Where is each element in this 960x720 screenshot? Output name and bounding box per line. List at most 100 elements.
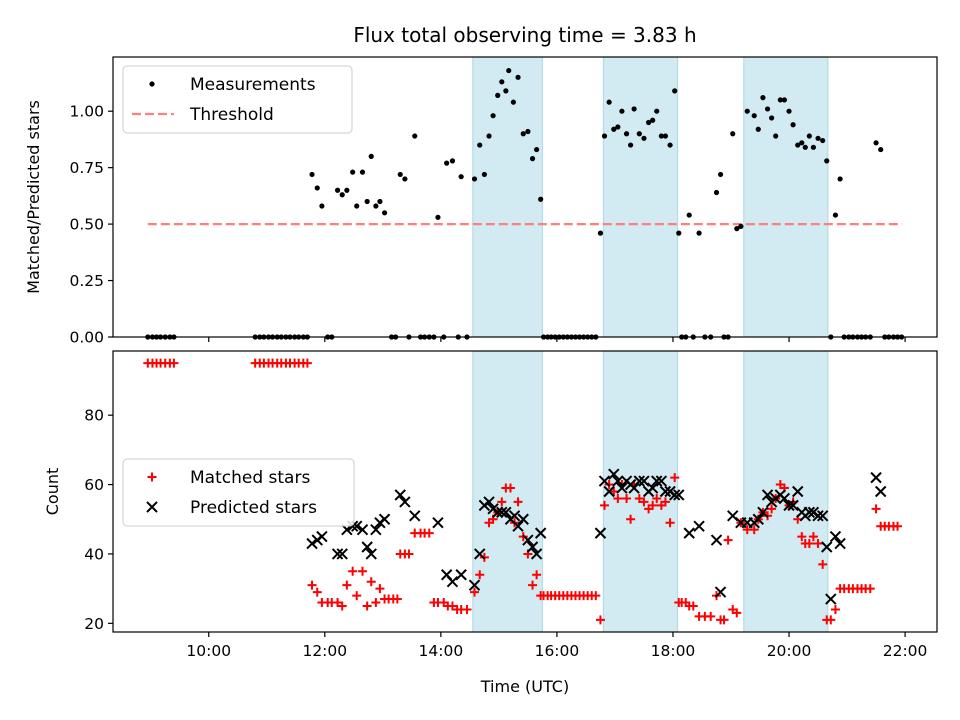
- data-point: [319, 203, 325, 209]
- data-point: [312, 587, 322, 597]
- data-point: [623, 131, 630, 137]
- data-point: [813, 539, 823, 549]
- data-point: [764, 106, 771, 112]
- data-point: [424, 528, 434, 538]
- data-point: [377, 198, 383, 205]
- y-tick-label: 0.75: [69, 159, 104, 177]
- data-point: [646, 119, 652, 126]
- data-point: [483, 496, 495, 508]
- data-point: [515, 74, 521, 80]
- axes-frame: [112, 56, 938, 338]
- y-tick-label: 0.00: [69, 329, 104, 347]
- data-point: [815, 135, 821, 141]
- data-point: [871, 504, 881, 514]
- series-matched-stars: [143, 358, 903, 625]
- data-point: [875, 485, 887, 498]
- data-point: [710, 534, 723, 546]
- x-tick-label: 20:00: [767, 642, 812, 660]
- data-point: [538, 196, 544, 202]
- data-point: [650, 117, 656, 123]
- data-point: [528, 580, 538, 590]
- legend-box: [122, 458, 355, 527]
- data-point: [714, 586, 727, 598]
- data-point: [808, 532, 818, 542]
- data-point: [608, 468, 620, 480]
- data-point: [878, 146, 884, 153]
- data-point: [492, 506, 504, 519]
- x-tick-label: 22:00: [883, 642, 928, 660]
- data-point: [648, 500, 658, 510]
- data-point: [490, 113, 496, 119]
- data-point: [744, 108, 750, 114]
- data-point: [381, 210, 388, 216]
- data-point: [366, 577, 376, 587]
- data-point: [723, 535, 733, 545]
- data-point: [534, 146, 540, 153]
- data-point: [816, 510, 829, 522]
- data-point: [611, 126, 617, 132]
- data-point: [738, 223, 744, 229]
- data-point: [333, 598, 343, 608]
- data-point: [397, 171, 403, 178]
- y-tick-label: 80: [84, 407, 104, 425]
- data-point: [812, 510, 824, 522]
- shaded-interval-2: [602, 56, 679, 338]
- data-point: [696, 230, 702, 236]
- data-point: [797, 532, 807, 542]
- data-point: [652, 493, 662, 503]
- data-point: [370, 523, 382, 536]
- data-point: [688, 601, 698, 611]
- data-point: [613, 493, 623, 503]
- data-point: [790, 122, 796, 128]
- data-point: [342, 580, 352, 590]
- data-point: [749, 525, 759, 535]
- data-point: [732, 608, 742, 618]
- data-point: [760, 95, 766, 101]
- data-point: [597, 230, 604, 236]
- legend-threshold-label: Threshold: [189, 105, 274, 125]
- data-point: [402, 176, 408, 182]
- data-point: [525, 128, 531, 135]
- data-point: [432, 517, 444, 529]
- data-point: [870, 471, 882, 484]
- data-point: [364, 198, 370, 205]
- shaded-interval-3: [743, 56, 829, 338]
- legend-matched-stars-marker: [147, 472, 157, 482]
- data-point: [693, 520, 705, 532]
- data-point: [778, 492, 791, 505]
- data-point: [832, 212, 839, 218]
- data-point: [468, 579, 481, 591]
- data-point: [371, 598, 381, 608]
- data-point: [826, 615, 836, 625]
- data-point: [302, 358, 312, 368]
- data-point: [444, 160, 450, 166]
- data-point: [505, 483, 515, 493]
- data-point: [470, 587, 480, 597]
- data-point: [447, 601, 457, 611]
- data-point: [713, 189, 720, 196]
- data-point: [595, 615, 605, 625]
- legend-measurements-label: Measurements: [190, 75, 316, 95]
- data-point: [603, 485, 615, 498]
- shaded-interval-1: [472, 56, 543, 338]
- data-point: [314, 185, 320, 191]
- data-point: [361, 541, 373, 553]
- data-point: [471, 176, 478, 182]
- legend: Matched stars Predicted stars: [122, 458, 355, 527]
- data-point: [670, 473, 680, 483]
- data-point: [873, 140, 879, 146]
- data-point: [486, 133, 492, 139]
- data-point: [820, 137, 826, 144]
- data-point: [594, 527, 607, 539]
- data-point: [337, 601, 347, 611]
- data-point: [497, 497, 507, 507]
- data-point: [893, 521, 903, 531]
- data-point: [606, 99, 612, 105]
- data-point: [612, 475, 624, 487]
- data-point: [522, 534, 534, 546]
- data-point: [339, 192, 345, 198]
- data-point: [719, 615, 729, 625]
- chart-title: Flux total observing time = 3.83 h: [353, 23, 696, 47]
- shaded-interval-1: [472, 350, 543, 633]
- legend-predicted-stars-label: Predicted stars: [190, 498, 317, 518]
